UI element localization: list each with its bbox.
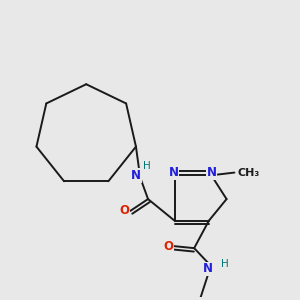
Text: O: O — [119, 204, 130, 218]
Text: N: N — [169, 166, 178, 179]
Text: N: N — [203, 262, 213, 275]
Text: H: H — [143, 161, 151, 171]
Text: CH₃: CH₃ — [237, 168, 259, 178]
Text: O: O — [164, 240, 174, 253]
Text: N: N — [207, 166, 217, 179]
Text: N: N — [131, 169, 141, 182]
Text: H: H — [221, 259, 229, 269]
